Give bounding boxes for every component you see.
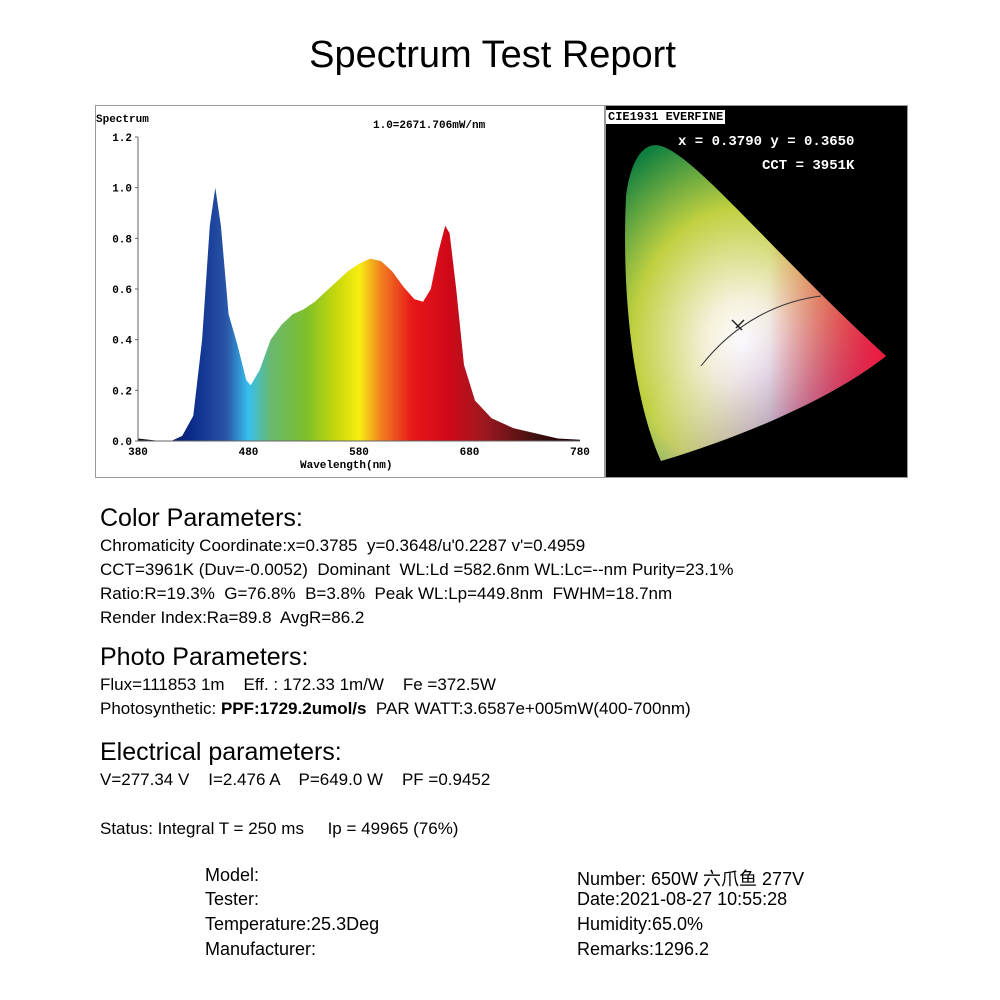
chart-title: Spectrum (96, 114, 149, 126)
electrical-line: V=277.34 V I=2.476 A P=649.0 W PF =0.945… (100, 770, 491, 789)
remarks-field: Remarks:1296.2 (577, 939, 710, 959)
model-field: Model: (205, 865, 260, 885)
electrical-parameters-heading: Electrical parameters: (100, 738, 342, 766)
y-tick-label: 0.2 (112, 386, 132, 398)
photosynthetic-line: Photosynthetic: PPF:1729.2umol/s PAR WAT… (100, 699, 691, 719)
cie-header: CIE1931 EVERFINE (606, 110, 726, 124)
x-tick-label: 480 (239, 447, 259, 459)
number-field: Number: 650W 六爪鱼 277V (577, 869, 805, 889)
cie-diagram: CIE1931 EVERFINE x = 0.3790 y = 0.3650 C… (605, 105, 908, 478)
flux-line: Flux=111853 1m Eff. : 172.33 1m/W Fe =37… (100, 675, 496, 694)
photo-parameters-heading: Photo Parameters: (100, 643, 309, 671)
spectrum-chart: 0.0 0.2 0.4 0.6 0.8 1.0 1.2 380 480 580 680 780 Spe… (95, 105, 605, 478)
y-tick-label: 0.4 (112, 336, 132, 348)
x-tick-label: 580 (349, 447, 369, 459)
x-tick-label: 780 (570, 447, 590, 459)
y-tick-label: 1.0 (112, 184, 132, 196)
cie-cct: CCT = 3951K (762, 158, 855, 174)
color-parameters-heading: Color Parameters: (100, 504, 303, 532)
photosynthetic-label: Photosynthetic: (100, 699, 221, 718)
status-line: Status: Integral T = 250 ms Ip = 49965 (… (100, 819, 459, 838)
par-watt: PAR WATT:3.6587e+005mW(400-700nm) (366, 699, 691, 718)
page-title: Spectrum Test Report (309, 34, 676, 76)
x-tick-label: 380 (128, 447, 148, 459)
ppf-value: PPF:1729.2umol/s (220, 699, 367, 718)
cct-line: CCT=3961K (Duv=-0.0052) Dominant WL:Ld =… (100, 560, 734, 579)
x-axis-label: Wavelength(nm) (300, 460, 393, 472)
ratio-line: Ratio:R=19.3% G=76.8% B=3.8% Peak WL:Lp=… (100, 584, 673, 603)
chromaticity-line: Chromaticity Coordinate:x=0.3785 y=0.364… (100, 536, 586, 555)
manufacturer-field: Manufacturer: (205, 939, 317, 959)
render-index-line: Render Index:Ra=89.8 AvgR=86.2 (100, 608, 365, 627)
date-field: Date:2021-08-27 10:55:28 (577, 889, 788, 909)
cie-xy: x = 0.3790 y = 0.3650 (678, 134, 855, 150)
chart-annotation: 1.0=2671.706mW/nm (373, 120, 486, 132)
temperature-field: Temperature:25.3Deg (205, 914, 380, 934)
spectrum-area (138, 187, 580, 441)
y-tick-label: 0.6 (112, 285, 132, 297)
humidity-field: Humidity:65.0% (577, 914, 704, 934)
x-tick-label: 680 (460, 447, 480, 459)
y-tick-label: 0.8 (112, 234, 132, 246)
y-tick-label: 1.2 (112, 133, 132, 145)
tester-field: Tester: (205, 889, 260, 909)
y-tick-label: 0.0 (112, 437, 132, 449)
